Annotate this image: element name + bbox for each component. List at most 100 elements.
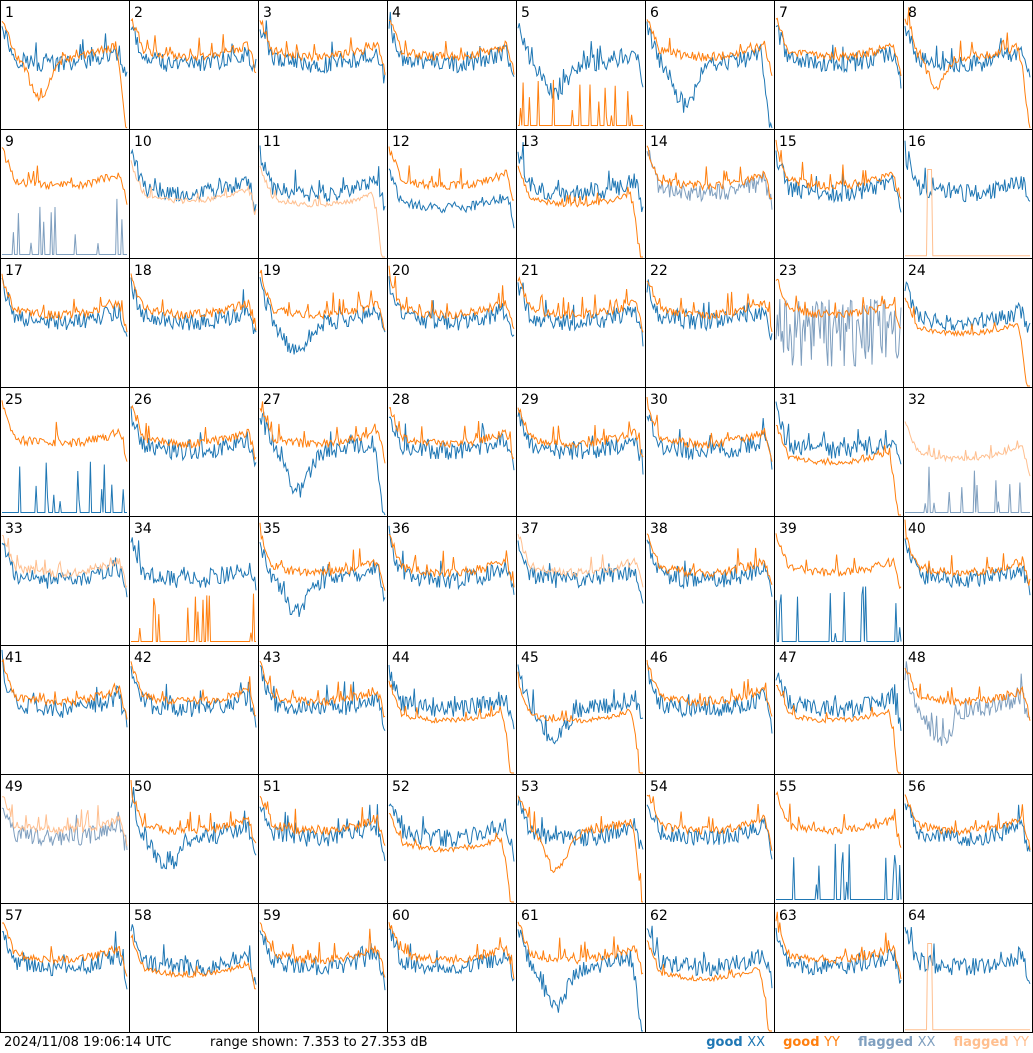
series-yy-good [2, 274, 127, 332]
series-xx-good [260, 542, 385, 617]
series-xx-good [776, 151, 901, 213]
series-xx-good [776, 928, 901, 984]
panel-label: 30 [650, 392, 668, 408]
antenna-panel-41: 41 [1, 646, 130, 775]
antenna-panel-44: 44 [388, 646, 517, 775]
series-yy-good [518, 796, 643, 902]
panel-label: 52 [392, 779, 410, 795]
range-label: range shown: 7.353 to 27.353 dB [210, 1033, 428, 1053]
panel-label: 7 [779, 5, 788, 21]
antenna-panel-53: 53 [517, 775, 646, 904]
panel-label: 28 [392, 392, 410, 408]
antenna-panel-27: 27 [259, 388, 388, 517]
antenna-panel-54: 54 [646, 775, 775, 904]
series-yy-good [260, 923, 385, 978]
series-yy-good [260, 20, 385, 75]
panel-label: 40 [908, 521, 926, 537]
series-yy-good [776, 792, 901, 847]
panel-label: 9 [5, 134, 14, 150]
panel-label: 43 [263, 650, 281, 666]
series-xx-good [518, 541, 643, 604]
series-yy-good [647, 795, 772, 851]
panel-label: 23 [779, 263, 797, 279]
panel-label: 55 [779, 779, 797, 795]
antenna-panel-63: 63 [775, 904, 904, 1033]
antenna-panel-23: 23 [775, 259, 904, 388]
panel-label: 12 [392, 134, 410, 150]
series-xx-good [2, 462, 127, 513]
series-xx-good [518, 282, 643, 346]
panel-label: 39 [779, 521, 797, 537]
panel-label: 63 [779, 908, 797, 924]
panel-label: 27 [263, 392, 281, 408]
panel-label: 29 [521, 392, 539, 408]
panel-label: 32 [908, 392, 926, 408]
antenna-panel-11: 11 [259, 130, 388, 259]
antenna-panel-61: 61 [517, 904, 646, 1033]
antenna-panel-10: 10 [130, 130, 259, 259]
panel-label: 15 [779, 134, 797, 150]
series-xx-good [776, 402, 901, 465]
panel-label: 34 [134, 521, 152, 537]
panel-label: 54 [650, 779, 668, 795]
series-yy-good [518, 80, 643, 126]
series-yy-good [260, 661, 385, 717]
antenna-panel-3: 3 [259, 1, 388, 130]
series-yy-good [2, 923, 127, 977]
panel-label: 25 [5, 392, 23, 408]
panel-label: 1 [5, 5, 14, 21]
series-yy-good [389, 534, 514, 587]
antenna-panel-8: 8 [904, 1, 1033, 130]
panel-label: 3 [263, 5, 272, 21]
series-xx-good [905, 26, 1030, 77]
series-yy-good [389, 20, 514, 75]
series-yy-flagged [905, 422, 1030, 477]
antenna-panel-7: 7 [775, 1, 904, 130]
panel-label: 19 [263, 263, 281, 279]
series-xx-good [776, 844, 901, 900]
panel-label: 33 [5, 521, 23, 537]
series-xx-good [776, 26, 901, 89]
antenna-panel-19: 19 [259, 259, 388, 388]
antenna-panel-12: 12 [388, 130, 517, 259]
series-xx-good [647, 279, 772, 340]
panel-label: 31 [779, 392, 797, 408]
antenna-panel-48: 48 [904, 646, 1033, 775]
panel-label: 22 [650, 263, 668, 279]
series-yy-good [2, 660, 127, 720]
panel-label: 24 [908, 263, 926, 279]
antenna-panel-28: 28 [388, 388, 517, 517]
panel-label: 46 [650, 650, 668, 666]
series-yy-good [776, 533, 901, 588]
antenna-panel-32: 32 [904, 388, 1033, 517]
antenna-panel-55: 55 [775, 775, 904, 904]
panel-frame [259, 1, 388, 130]
antenna-panel-4: 4 [388, 1, 517, 130]
series-xx-good [260, 277, 385, 354]
series-yy-flagged [260, 166, 385, 257]
panel-frame [388, 1, 517, 130]
antenna-panel-59: 59 [259, 904, 388, 1033]
panel-frame [1, 130, 130, 259]
antenna-panel-21: 21 [517, 259, 646, 388]
series-xx-good [260, 146, 385, 211]
series-xx-good [2, 543, 127, 597]
series-yy-good [518, 166, 643, 257]
panel-label: 37 [521, 521, 539, 537]
antenna-panel-37: 37 [517, 517, 646, 646]
panel-label: 18 [134, 263, 152, 279]
antenna-panel-29: 29 [517, 388, 646, 517]
timestamp: 2024/11/08 19:06:14 UTC [4, 1033, 171, 1053]
antenna-panel-18: 18 [130, 259, 259, 388]
series-xx-good [647, 805, 772, 860]
antenna-panel-33: 33 [1, 517, 130, 646]
series-yy-good [647, 534, 772, 585]
antenna-panel-1: 1 [1, 1, 130, 130]
panel-label: 16 [908, 134, 926, 150]
panel-label: 62 [650, 908, 668, 924]
panel-label: 14 [650, 134, 668, 150]
series-yy-good [131, 594, 256, 642]
legend-flagged-xx: flagged XX [858, 1035, 935, 1050]
antenna-panel-58: 58 [130, 904, 259, 1033]
